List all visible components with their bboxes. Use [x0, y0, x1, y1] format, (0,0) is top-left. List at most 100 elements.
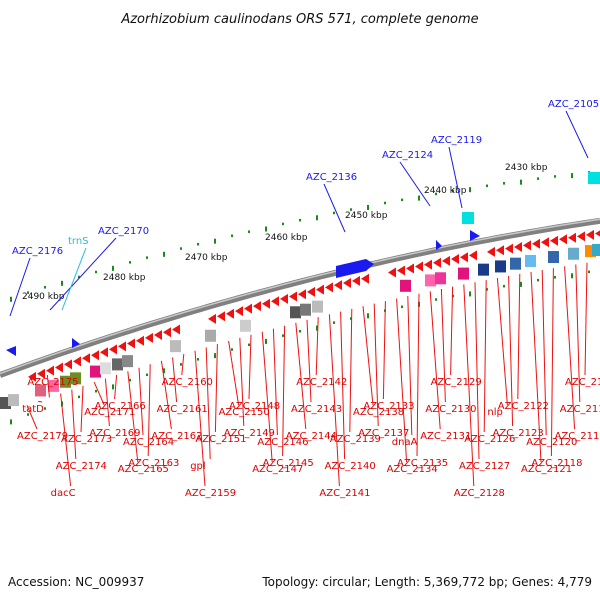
outer-tick-mark — [112, 265, 114, 271]
leader-line — [9, 257, 31, 317]
feature-label: AZC_2173 — [61, 434, 112, 445]
gene-block — [462, 212, 474, 224]
inner-tick-mark — [146, 373, 148, 377]
gene-arrow-reverse — [415, 261, 423, 272]
gene-block — [70, 372, 81, 385]
feature-label: AZC_2159 — [185, 488, 236, 499]
outer-tick-mark — [95, 270, 97, 274]
gene-block — [90, 365, 101, 378]
feature-label: gpl — [190, 461, 205, 472]
inner-tick-mark — [129, 378, 131, 382]
feature-label: AZC_2160 — [162, 377, 213, 388]
leader-line — [382, 301, 386, 400]
outer-tick-mark — [384, 201, 386, 205]
leader-line — [248, 334, 252, 400]
leader-line — [550, 268, 554, 457]
gene-arrow-reverse — [559, 234, 567, 245]
gene-block — [205, 329, 216, 342]
feature-label: AZC_2166 — [95, 401, 146, 412]
gene-arrow-reverse — [469, 250, 477, 261]
gene-block — [100, 362, 111, 375]
feature-label: AZC_2175 — [27, 377, 78, 388]
feature-label: AZC_2151 — [195, 434, 246, 445]
gene-arrow-reverse — [226, 308, 234, 319]
leader-line — [474, 282, 480, 460]
gene-arrow-reverse — [109, 344, 117, 355]
kbp-tick-label: 2480 kbp — [103, 273, 146, 283]
outer-tick-mark — [146, 256, 148, 259]
leader-line — [407, 296, 413, 436]
leader-line — [340, 311, 346, 460]
outer-tick-mark — [333, 211, 335, 215]
gene-arrow-reverse — [145, 332, 153, 343]
inner-tick-mark — [469, 291, 471, 297]
feature-label: AZC_2122 — [498, 401, 549, 412]
leader-line — [575, 264, 581, 403]
inner-tick-mark — [282, 334, 284, 337]
gene-arrow-reverse — [298, 289, 306, 300]
genome-backbone-highlight — [0, 218, 600, 375]
outer-tick-mark — [503, 182, 505, 185]
outer-tick-mark — [27, 291, 29, 294]
outer-tick-mark — [248, 230, 250, 233]
gene-arrow-reverse — [505, 243, 513, 254]
inner-tick-mark — [44, 407, 46, 410]
outer-tick-mark — [282, 222, 284, 226]
inner-tick-mark — [537, 278, 539, 282]
leader-line — [49, 237, 117, 311]
feature-label: AZC_2123 — [493, 428, 544, 439]
gene-block — [588, 172, 600, 184]
inner-tick-mark — [486, 288, 488, 291]
gene-arrow-reverse — [289, 291, 297, 302]
leader-line — [80, 385, 84, 433]
gene-arrow-reverse — [91, 350, 99, 361]
inner-tick-mark — [163, 368, 165, 374]
gene-arrow-reverse — [46, 365, 54, 376]
leader-line — [160, 360, 172, 430]
gene-arrow-reverse — [271, 296, 279, 307]
feature-label: AZC_2115 — [565, 377, 600, 388]
inner-tick-mark — [520, 281, 522, 287]
gene-block — [510, 257, 521, 270]
gene-arrow-reverse — [82, 353, 90, 364]
feature-label: AZC_2145 — [263, 458, 314, 469]
gene-block — [495, 260, 506, 273]
feature-label: AZC_2118 — [531, 458, 582, 469]
gene-block — [585, 245, 596, 258]
leader-line — [114, 374, 118, 400]
gene-block — [8, 394, 19, 407]
gene-arrow-reverse — [55, 362, 63, 373]
gene-block — [458, 267, 469, 280]
leader-line — [416, 293, 420, 457]
gene-arrow-reverse — [343, 277, 351, 288]
leader-line — [440, 288, 446, 403]
leader-line — [71, 389, 77, 460]
feature-label: dnaA — [392, 437, 418, 448]
leader-line — [194, 350, 206, 487]
gene-block — [478, 263, 489, 276]
feature-label: AZC_2116 — [560, 404, 600, 415]
outer-tick-mark — [61, 280, 63, 286]
leader-line — [38, 400, 43, 403]
feature-label: AZC_2142 — [296, 377, 347, 388]
outer-tick-mark — [554, 175, 556, 178]
gene-arrow-reverse — [523, 240, 531, 251]
gene-arrow-reverse — [550, 235, 558, 246]
outer-tick-mark — [163, 251, 165, 257]
inner-tick-mark — [112, 384, 114, 390]
gene-block — [122, 355, 133, 368]
inner-tick-mark — [452, 294, 454, 298]
leader-line — [450, 286, 454, 376]
gene-block — [290, 306, 301, 319]
feature-label: AZC_2147 — [252, 464, 303, 475]
leader-line — [463, 284, 475, 487]
gene-block — [0, 397, 11, 409]
leader-line — [328, 314, 340, 487]
feature-label: trnS — [68, 236, 89, 247]
feature-label: AZC_2150 — [219, 407, 270, 418]
outer-tick-mark — [486, 184, 488, 188]
feature-label: AZC_2148 — [229, 401, 280, 412]
gene-arrow-reverse — [496, 245, 504, 256]
leader-line — [541, 270, 547, 436]
